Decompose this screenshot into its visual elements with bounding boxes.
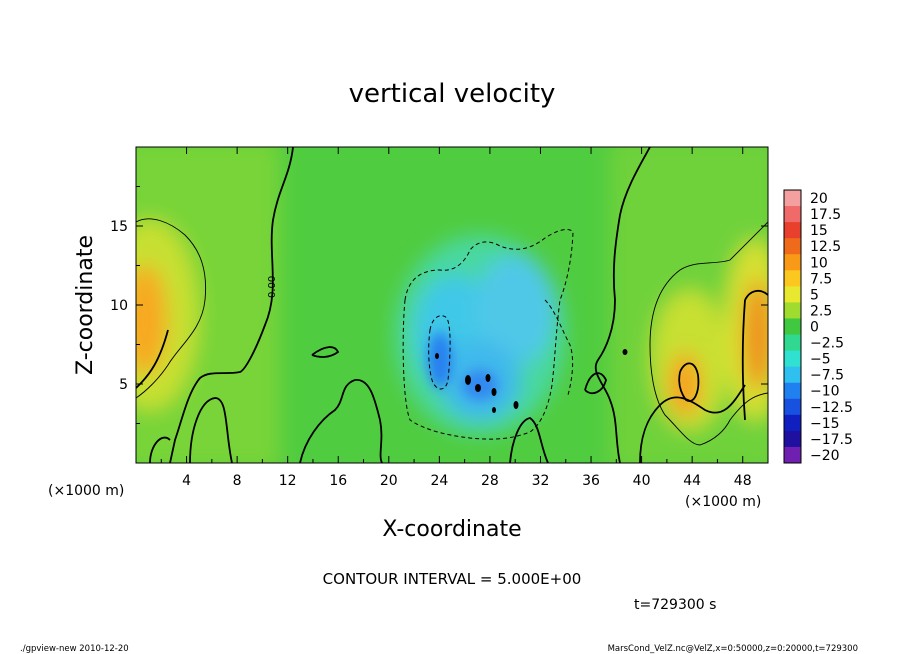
colorbar-swatch	[784, 350, 801, 368]
colorbar-swatch	[784, 286, 801, 303]
y-tick-label: 15	[110, 219, 128, 235]
contour-interval: CONTOUR INTERVAL = 5.000E+00	[323, 570, 582, 588]
colorbar-swatch	[784, 254, 801, 271]
x-axis-ticks: 4 8 12 16 20 24 28 32 36 40 44 48	[160, 147, 752, 489]
colorbar-swatch	[784, 270, 801, 287]
zero-contour-blob-4	[509, 417, 549, 463]
zero-contour-left	[169, 147, 294, 463]
y-tick-label: 5	[119, 377, 128, 393]
colorbar-swatch	[784, 238, 801, 255]
neg-core-7	[622, 349, 628, 355]
neg-core-3	[485, 374, 491, 382]
colorbar-label: 17.5	[810, 207, 841, 223]
colorbar-swatch	[784, 222, 801, 239]
negative-contours	[402, 229, 574, 440]
colorbar-label: 20	[810, 191, 828, 207]
colorbar-swatch	[784, 430, 801, 448]
colorbar-label: −15	[810, 416, 840, 432]
colorbar-label: 12.5	[810, 239, 841, 255]
field-center-blue-1	[428, 332, 452, 388]
neg-contour-outer	[402, 229, 574, 440]
colorbar-label: 15	[810, 223, 828, 239]
x-unit-label: (×1000 m)	[48, 483, 124, 499]
x-tick-label: 24	[430, 473, 448, 489]
colorbar-swatch	[784, 414, 801, 432]
x-tick-label: 16	[329, 473, 347, 489]
colorbar-label: −10	[810, 384, 840, 400]
field-left-orange	[136, 265, 167, 375]
neg-core-8	[435, 353, 439, 359]
zero-contour-right-inner	[678, 362, 700, 402]
x-tick-label: 48	[734, 473, 752, 489]
colorbar-swatch	[784, 302, 801, 319]
contour-label: 0.00	[267, 276, 278, 298]
colorbar-label: 2.5	[810, 303, 832, 319]
neg-core-1	[465, 375, 471, 385]
field-center-blue-2	[462, 370, 498, 400]
x-tick-label: 36	[582, 473, 600, 489]
colorbar-swatch	[784, 446, 801, 464]
x-tick-label: 8	[233, 473, 242, 489]
colorbar-swatch	[784, 334, 801, 352]
colorbar-swatch	[784, 190, 801, 207]
x-axis-label: X-coordinate	[382, 517, 521, 542]
zero-contour-right-low	[639, 384, 746, 463]
colorbar-label: 10	[810, 255, 828, 271]
footer-right: MarsCond_VelZ.nc@VelZ,x=0:50000,z=0:2000…	[608, 644, 858, 654]
x-tick-label: 12	[279, 473, 297, 489]
z-unit-label: (×1000 m)	[685, 494, 761, 510]
x-tick-label: 40	[633, 473, 651, 489]
colorbar-swatch	[784, 398, 801, 416]
zero-contour-right-edge	[741, 289, 768, 421]
colorbar-label: −17.5	[810, 432, 853, 448]
colorbar-label: 5	[810, 287, 819, 303]
zero-contour-blob-5	[584, 372, 607, 394]
colorbar-swatch	[784, 382, 801, 400]
zero-contour-blob-3	[311, 346, 340, 358]
x-tick-label: 28	[481, 473, 499, 489]
positive-contours	[136, 218, 768, 446]
x-tick-label: 44	[683, 473, 701, 489]
colorbar-label: −7.5	[810, 368, 844, 384]
neg-core-6	[492, 407, 496, 413]
colorbar-label: −20	[810, 448, 840, 464]
colorbar: 2017.51512.5107.552.50−2.5−5−7.5−10−12.5…	[783, 189, 853, 464]
zero-contour-blob-2	[299, 379, 383, 463]
colorbar-label: 0	[810, 320, 819, 336]
field-center-cyan-right	[475, 255, 555, 365]
colorbar-label: −5	[810, 352, 831, 368]
footer-left: ./gpview-new 2010-12-20	[20, 644, 129, 654]
negative-cores	[435, 349, 628, 413]
colorbar-swatch	[784, 366, 801, 384]
y-axis-label: Z-coordinate	[73, 235, 98, 375]
neg-core-2	[475, 384, 481, 392]
pos-contour-left	[136, 218, 207, 399]
x-tick-label: 20	[380, 473, 398, 489]
colorbar-swatch	[784, 318, 801, 336]
neg-contour-inner-1	[428, 315, 451, 390]
neg-contour-inner-2	[544, 299, 574, 396]
colorbar-frame	[783, 189, 802, 464]
y-tick-label: 10	[110, 298, 128, 314]
colorbar-label: −2.5	[810, 336, 844, 352]
colorbar-swatch	[784, 206, 801, 223]
pos-contour-right	[649, 221, 768, 446]
x-tick-label: 32	[532, 473, 550, 489]
y-axis-ticks: 5 10 15	[110, 186, 768, 424]
time-label: t=729300 s	[634, 597, 716, 613]
zero-contour-blob-1	[189, 397, 233, 463]
neg-core-5	[513, 401, 519, 409]
zero-contour-right	[594, 147, 651, 463]
colorbar-label: −12.5	[810, 400, 853, 416]
field-right-orange-1	[669, 353, 701, 417]
neg-core-4	[491, 388, 497, 396]
zero-contours	[136, 147, 768, 463]
field-right-orange-2	[744, 280, 768, 390]
heatmap-field: 0.00	[136, 147, 768, 463]
chart-title: vertical velocity	[349, 79, 556, 109]
x-tick-label: 4	[182, 473, 191, 489]
colorbar-label: 7.5	[810, 271, 832, 287]
